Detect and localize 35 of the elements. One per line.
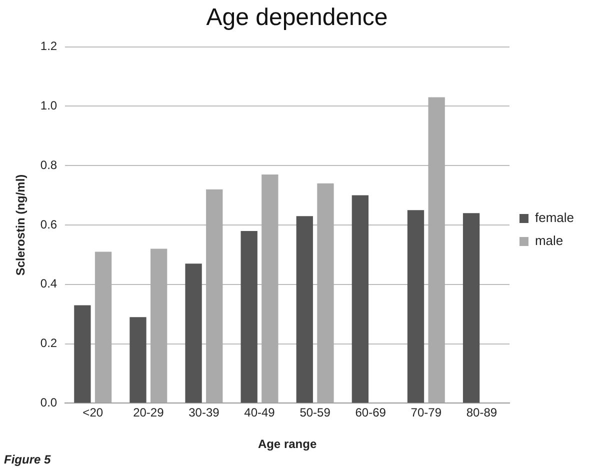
bar [130, 317, 146, 403]
bar [296, 216, 313, 403]
y-axis-title: Sclerostin (ng/ml) [14, 174, 28, 276]
y-tick-label: 1.0 [40, 98, 58, 113]
bar [317, 183, 334, 403]
x-tick-label: 80-89 [466, 406, 498, 420]
bar [352, 195, 369, 403]
caption: Figure 5 [4, 452, 51, 466]
bar [462, 213, 480, 403]
bar [407, 210, 424, 403]
bar [185, 264, 202, 403]
x-tick-label: 40-49 [244, 406, 276, 420]
y-tick-label: 0.4 [40, 276, 58, 291]
bar [74, 305, 91, 403]
bar [262, 174, 278, 403]
y-tick-label: 0.2 [40, 336, 58, 350]
bar [94, 252, 112, 403]
y-tick-label: 0.0 [40, 396, 58, 410]
x-tick-label: 20-29 [133, 406, 164, 420]
y-tick-label: 0.8 [40, 158, 58, 172]
bar [428, 97, 445, 403]
bar [150, 248, 168, 403]
x-tick-label: 50-59 [300, 406, 331, 420]
y-tick-label: 1.2 [40, 39, 58, 54]
x-axis-title: Age range [258, 437, 317, 452]
chart-title: Age dependence [206, 4, 388, 32]
bar [240, 230, 258, 403]
legend-label: female [534, 210, 574, 226]
x-tick-label: 60-69 [355, 406, 386, 420]
legend-label: male [534, 233, 564, 248]
x-tick-label: <20 [82, 406, 104, 420]
x-tick-label: 70-79 [410, 406, 442, 420]
bar [206, 189, 223, 403]
y-tick-label: 0.6 [40, 217, 58, 232]
x-tick-label: 30-39 [188, 406, 220, 420]
